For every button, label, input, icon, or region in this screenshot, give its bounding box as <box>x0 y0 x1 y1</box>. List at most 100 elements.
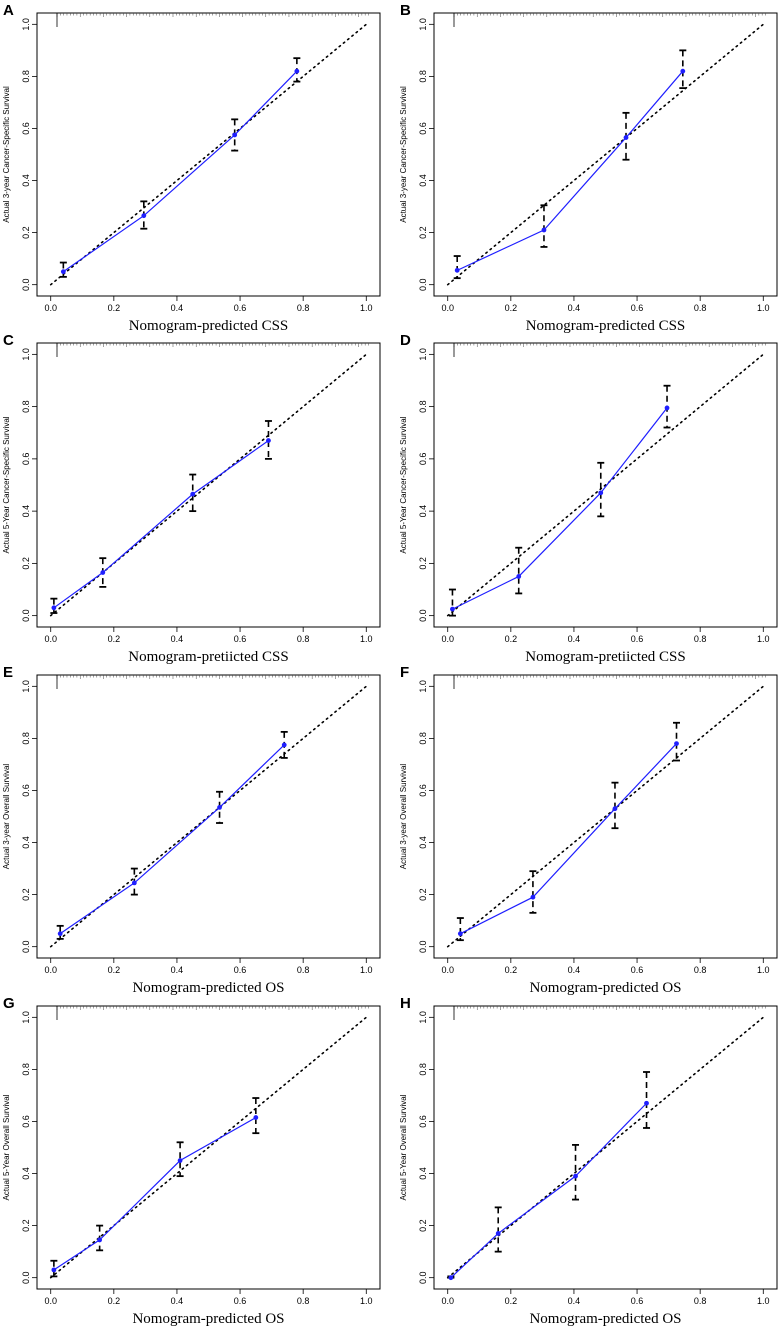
y-tick-label: 0.4 <box>21 836 31 849</box>
x-axis-label: Nomogram-predicted CSS <box>526 318 686 334</box>
calibration-point <box>516 574 522 579</box>
x-tick-label: 0.2 <box>108 303 121 313</box>
x-axis-label: Nomogram-predicted OS <box>529 980 681 996</box>
x-tick-label: 0.4 <box>568 965 581 975</box>
y-tick-label: 0.8 <box>21 732 31 745</box>
calibration-point <box>57 931 63 937</box>
panel-c: C 0.0 0.2 0.4 0.6 0.8 1.0 0.0 0.2 0.4 0.6 0.8 1.0 Nom… <box>2 332 381 665</box>
calibration-point <box>100 570 106 575</box>
plot-frame <box>36 12 381 297</box>
calibration-point <box>623 135 629 140</box>
calibration-point <box>454 267 460 273</box>
x-tick-label: 0.0 <box>44 965 57 975</box>
calibration-point <box>217 804 222 810</box>
x-tick-label: 0.8 <box>694 303 707 313</box>
x-tick-label: 0.2 <box>108 965 121 975</box>
plot-frame <box>36 342 381 628</box>
calibration-point <box>644 1100 649 1106</box>
y-tick-label: 1.0 <box>418 680 428 693</box>
panel-letter: C <box>3 332 14 349</box>
y-tick-label: 0.4 <box>21 174 31 187</box>
x-tick-label: 0.6 <box>234 965 247 975</box>
error-bar <box>189 473 197 513</box>
x-tick-label: 1.0 <box>360 965 373 975</box>
y-tick-label: 1.0 <box>21 680 31 693</box>
calibration-point <box>131 880 137 886</box>
error-bar <box>252 1097 260 1135</box>
calibration-point <box>51 1267 57 1273</box>
calibration-point <box>457 931 463 937</box>
x-tick-label: 0.4 <box>568 634 581 644</box>
y-tick-label: 0.6 <box>21 1115 31 1128</box>
x-tick-label: 1.0 <box>757 303 770 313</box>
y-tick-label: 0.0 <box>418 609 428 622</box>
y-tick-label: 0.0 <box>21 940 31 953</box>
y-tick-label: 0.2 <box>418 557 428 570</box>
rug-marks <box>56 13 369 27</box>
panel-d: D 0.0 0.2 0.4 0.6 0.8 1.0 0.0 0.2 0.4 0.6 0.8 1.0 Nom… <box>399 332 778 665</box>
panel-g: G 0.0 0.2 0.4 0.6 0.8 1.0 0.0 0.2 0.4 0.6 0.8 1.0 Nom… <box>2 995 381 1327</box>
error-bar <box>611 781 619 830</box>
panel-letter: F <box>400 664 409 681</box>
x-tick-label: 0.6 <box>631 303 644 313</box>
error-bar <box>494 1206 502 1253</box>
panel-letter: A <box>3 2 14 19</box>
x-tick-label: 0.6 <box>234 303 247 313</box>
x-tick-label: 0.2 <box>505 965 518 975</box>
y-axis-label: Actual 5-Year Cancer-Specific Survival <box>399 416 408 553</box>
panel-letter: E <box>3 664 13 681</box>
error-bar <box>597 461 605 518</box>
rug-marks <box>453 1006 766 1020</box>
error-bar <box>448 588 456 617</box>
calibration-point <box>573 1173 578 1179</box>
y-tick-label: 0.2 <box>21 888 31 901</box>
x-tick-label: 0.6 <box>631 634 644 644</box>
panel-b: B 0.0 0.2 0.4 0.6 0.8 1.0 0.0 0.2 0.4 0.6 0.8 1.0 Nom… <box>399 2 778 334</box>
calibration-line <box>460 743 677 935</box>
error-bar <box>176 1141 184 1178</box>
panel-letter: G <box>3 995 15 1012</box>
y-axis-label: Actual 5-Year Cancer-Specific Survival <box>2 416 11 553</box>
calibration-line <box>53 1117 257 1271</box>
x-tick-label: 0.6 <box>631 1296 644 1306</box>
error-bar <box>456 917 464 942</box>
y-tick-label: 1.0 <box>21 18 31 31</box>
ideal-reference-line <box>446 1016 765 1279</box>
y-axis-label: Actual 3-year Overall Survival <box>2 764 11 870</box>
y-tick-label: 0.0 <box>21 609 31 622</box>
calibration-point <box>281 742 287 748</box>
y-tick-label: 0.8 <box>21 1063 31 1076</box>
y-tick-label: 0.4 <box>21 1167 31 1180</box>
error-bar <box>572 1143 580 1201</box>
y-tick-label: 0.6 <box>418 122 428 135</box>
plot-frame <box>433 1005 778 1290</box>
y-tick-label: 0.2 <box>21 226 31 239</box>
calibration-point <box>495 1231 501 1236</box>
y-tick-label: 0.6 <box>418 453 428 466</box>
x-tick-label: 0.2 <box>505 1296 518 1306</box>
error-bar <box>50 597 58 614</box>
x-tick-label: 0.4 <box>568 303 581 313</box>
rug-marks <box>56 343 369 357</box>
calibration-point <box>190 491 196 497</box>
x-tick-label: 0.2 <box>505 303 518 313</box>
x-axis-label: Nomogram-predicted OS <box>132 1311 284 1327</box>
x-tick-label: 0.8 <box>297 965 310 975</box>
y-tick-label: 0.6 <box>21 453 31 466</box>
rug-marks <box>56 1006 369 1020</box>
calibration-line <box>62 70 298 273</box>
ideal-reference-line <box>49 23 368 286</box>
y-tick-label: 0.4 <box>418 505 428 518</box>
calibration-point <box>60 269 66 275</box>
calibration-point <box>541 227 547 233</box>
error-bar <box>540 204 548 248</box>
x-tick-label: 0.6 <box>234 1296 247 1306</box>
x-axis-label: Nomogram-predicted OS <box>529 1311 681 1327</box>
error-bar <box>529 870 537 914</box>
x-tick-label: 1.0 <box>757 634 770 644</box>
error-bar <box>515 546 523 595</box>
x-tick-label: 0.8 <box>297 303 310 313</box>
y-tick-label: 0.2 <box>21 1219 31 1232</box>
y-tick-label: 0.2 <box>418 226 428 239</box>
calibration-point <box>266 438 271 443</box>
